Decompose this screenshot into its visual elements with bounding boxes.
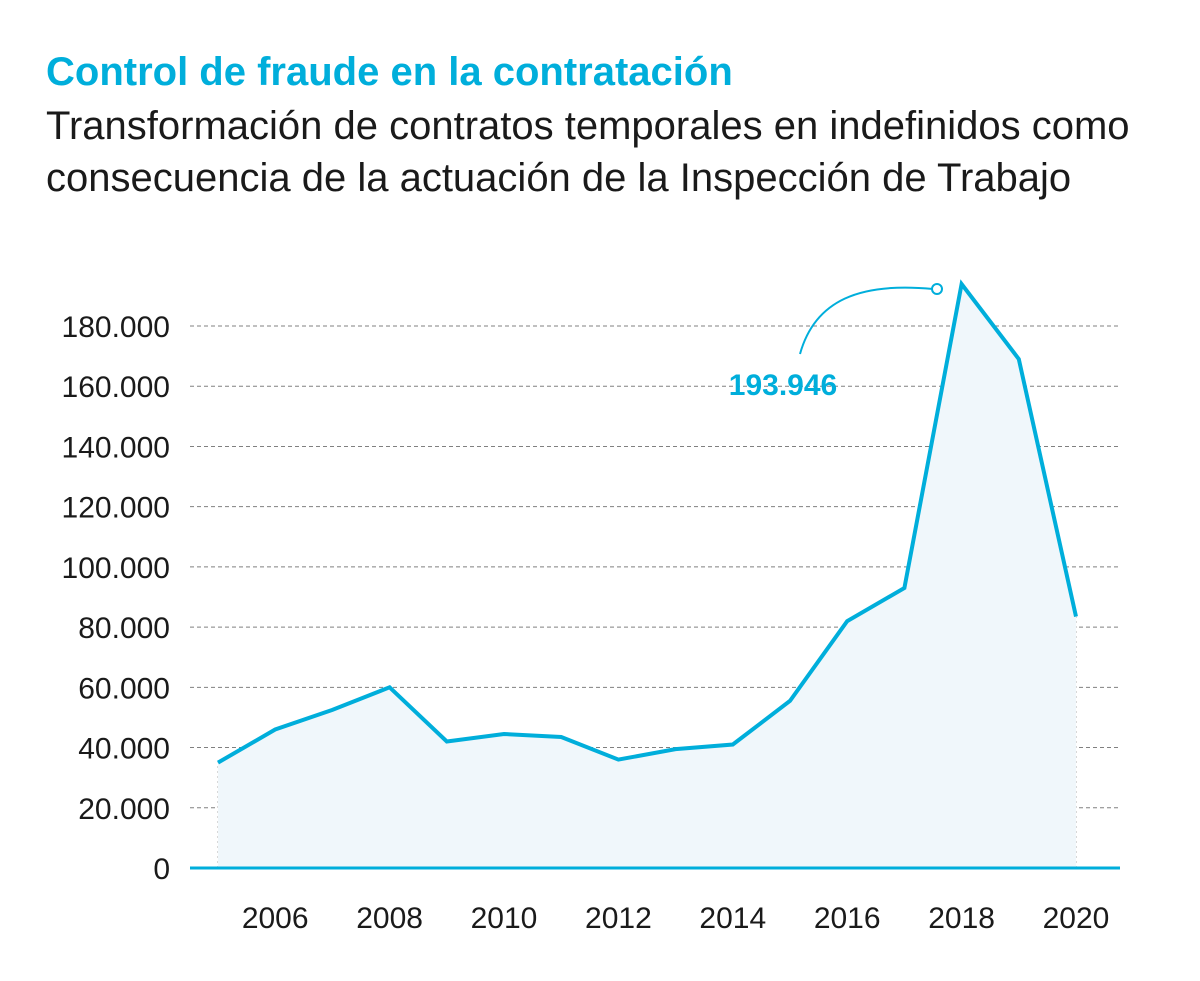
series-area: [218, 284, 1076, 868]
x-tick-label: 2014: [699, 902, 766, 935]
y-tick-label: 80.000: [78, 612, 170, 645]
x-tick-label: 2008: [356, 902, 423, 935]
series-line: [216, 279, 1078, 765]
y-tick-label: 140.000: [62, 431, 170, 464]
x-axis-ticks: 2006 2008 2010 2012 2014 2016 2018 2020: [242, 902, 1110, 935]
y-tick-label: 0: [153, 853, 170, 886]
x-tick-label: 2018: [928, 902, 995, 935]
x-tick-label: 2016: [814, 902, 881, 935]
x-tick-label: 2012: [585, 902, 652, 935]
chart-title: Control de fraude en la contratación: [46, 50, 733, 94]
annotation-marker: [931, 283, 943, 295]
chart-subtitle: Transformación de contratos temporales e…: [46, 104, 1130, 200]
annotation-label: 193.946: [729, 369, 837, 402]
y-tick-label: 40.000: [78, 733, 170, 766]
y-tick-label: 100.000: [62, 552, 170, 585]
y-tick-label: 160.000: [62, 371, 170, 404]
y-tick-label: 180.000: [62, 311, 170, 344]
annotation-leader: [799, 286, 934, 355]
y-tick-label: 60.000: [78, 672, 170, 705]
x-tick-label: 2010: [471, 902, 538, 935]
y-tick-label: 20.000: [78, 793, 170, 826]
x-tick-label: 2006: [242, 902, 309, 935]
peak-annotation: 193.946: [729, 283, 943, 402]
y-axis-ticks: 0 20.000 40.000 60.000 80.000 100.000 120.000 1…: [62, 311, 170, 886]
x-tick-label: 2020: [1043, 902, 1110, 935]
y-tick-label: 120.000: [62, 492, 170, 525]
